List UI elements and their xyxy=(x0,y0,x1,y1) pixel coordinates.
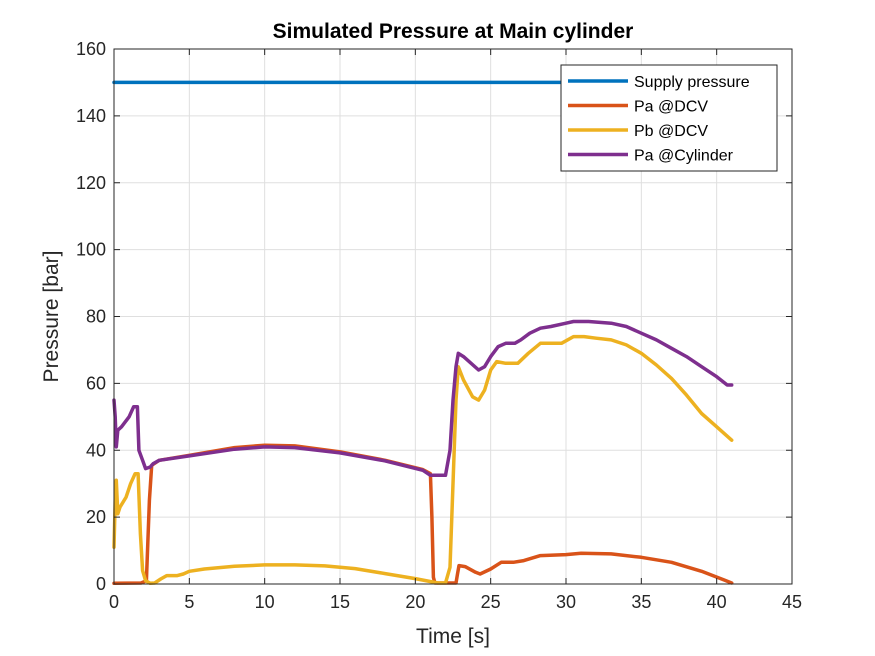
y-tick-label: 40 xyxy=(86,440,106,460)
x-tick-label: 10 xyxy=(255,592,275,612)
y-tick-label: 60 xyxy=(86,373,106,393)
x-tick-label: 35 xyxy=(631,592,651,612)
x-tick-label: 30 xyxy=(556,592,576,612)
x-tick-label: 45 xyxy=(782,592,802,612)
x-tick-label: 20 xyxy=(405,592,425,612)
chart-title: Simulated Pressure at Main cylinder xyxy=(273,20,634,43)
legend-entry-label: Pa @Cylinder xyxy=(634,148,734,165)
legend-entry-label: Supply pressure xyxy=(634,74,750,91)
y-tick-label: 80 xyxy=(86,307,106,327)
legend-entry-label: Pb @DCV xyxy=(634,123,708,140)
y-tick-label: 0 xyxy=(96,574,106,594)
x-tick-label: 0 xyxy=(109,592,119,612)
series-line-4 xyxy=(112,319,734,478)
y-tick-label: 20 xyxy=(86,507,106,527)
axis-ticks: 0 5 10 15 20 25 30 35 40 45 0 20 40 60 80 100 120 140 160 xyxy=(76,39,802,612)
x-tick-label: 15 xyxy=(330,592,350,612)
y-tick-label: 100 xyxy=(76,240,106,260)
x-tick-label: 40 xyxy=(707,592,727,612)
series-line-3 xyxy=(112,334,734,586)
y-tick-label: 140 xyxy=(76,106,106,126)
y-tick-label: 120 xyxy=(76,173,106,193)
x-tick-label: 25 xyxy=(481,592,501,612)
x-axis-label: Time [s] xyxy=(416,625,490,648)
legend-entry-label: Pa @DCV xyxy=(634,99,708,116)
y-tick-label: 160 xyxy=(76,39,106,59)
x-tick-label: 5 xyxy=(184,592,194,612)
legend: Supply pressure Pa @DCV Pb @DCV Pa @Cylinde… xyxy=(560,64,778,172)
y-axis-label: Pressure [bar] xyxy=(40,251,63,383)
